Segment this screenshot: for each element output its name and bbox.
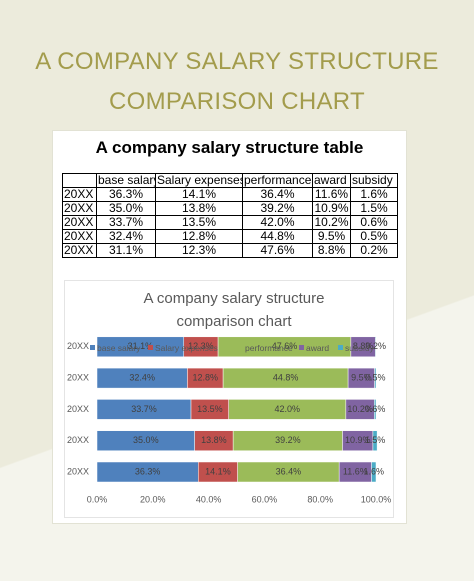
legend-swatch [90,345,95,350]
data-label: 1.5% [365,435,386,445]
table-title: A company salary structure table [95,138,364,157]
data-label: 0.6% [365,404,386,414]
page-title: A COMPANY SALARY STRUCTURE COMPARISON CH… [35,48,439,115]
data-label: 13.5% [197,404,223,414]
x-tick-label: 40.0% [196,494,222,504]
data-label: 1.6% [364,466,385,476]
table-row: 20XX 35.0% 13.8% 39.2% 10.9% 1.5% [62,201,398,216]
table-cell: 33.7% [96,215,156,230]
y-tick-label: 20XX [67,341,89,351]
legend-swatch [148,345,153,350]
data-label: 42.0% [275,404,301,414]
column-header: performance [242,173,313,188]
data-label: 14.1% [205,466,231,476]
table-cell: 47.6% [242,243,313,258]
legend-label: base salary [97,343,141,353]
data-label: 33.7% [131,404,157,414]
legend-swatch [299,345,304,350]
row-label: 20XX [62,201,97,216]
bar-segment [371,461,377,483]
bar-segment [372,430,378,451]
data-label: 35.0% [133,435,159,445]
table-cell: 8.8% [312,243,351,258]
data-label: 32.4% [129,372,155,382]
y-tick-label: 20XX [67,404,89,414]
data-label: 10.2% [347,404,373,414]
legend-label: performance [245,343,293,353]
y-tick-label: 20XX [67,372,89,382]
table-cell: 14.1% [155,187,243,202]
data-label: 0.2% [365,341,386,351]
legend-swatch [238,345,243,350]
data-label: 10.9% [345,435,371,445]
table-cell: 12.3% [155,243,243,258]
header-row: base salary Salary expenses performance awa… [62,173,398,188]
data-label: 8.8% [353,341,374,351]
legend-label: award [306,343,329,353]
column-header: base salary [96,173,156,188]
table-cell: 1.6% [350,187,398,202]
table-cell: 31.1% [96,243,156,258]
data-label: 12.8% [192,372,218,382]
table-cell: 10.2% [312,215,351,230]
data-label: 11.6% [343,466,368,476]
y-tick-label: 20XX [67,435,89,445]
data-label: 9.5% [351,372,372,382]
chart-title: A company salary structure comparison ch… [143,290,325,330]
x-tick-label: 0.0% [87,494,108,504]
table-row: 20XX 31.1% 12.3% 47.6% 8.8% 0.2% [62,243,398,258]
bar-segment [374,399,377,420]
table-cell: 11.6% [312,187,351,202]
data-label: 31.1% [128,341,154,351]
x-tick-label: 60.0% [252,494,278,504]
salary-table: base salary Salary expenses performance awa… [62,173,398,258]
data-label: 36.4% [276,466,302,476]
legend-label: subsidy [345,343,375,353]
data-label: 13.8% [201,435,227,445]
data-label: 0.5% [365,372,386,382]
bar-segment [375,336,377,358]
y-tick-label: 20XX [67,466,89,476]
table-cell: 36.4% [242,187,313,202]
x-tick-label: 100.0% [361,494,392,504]
x-tick-label: 20.0% [140,494,166,504]
table-cell: 32.4% [96,229,156,244]
table-cell: 0.2% [350,243,398,258]
data-label: 12.3% [188,341,214,351]
bar-segment [374,367,377,389]
table-row: 20XX 36.3% 14.1% 36.4% 11.6% 1.6% [62,187,398,202]
table-cell: 0.5% [350,229,398,244]
legend-swatch [338,345,343,350]
table-cell: 36.3% [96,187,156,202]
column-header: subsidy [350,173,398,188]
table-cell: 42.0% [242,215,313,230]
column-header: award [312,173,351,188]
x-tick-label: 80.0% [307,494,333,504]
data-label: 44.8% [273,372,299,382]
row-label: 20XX [62,243,97,258]
legend-label: Salary expenses [155,343,218,353]
data-label: 36.3% [135,466,161,476]
data-label: 47.6% [272,341,298,351]
data-label: 39.2% [275,435,301,445]
